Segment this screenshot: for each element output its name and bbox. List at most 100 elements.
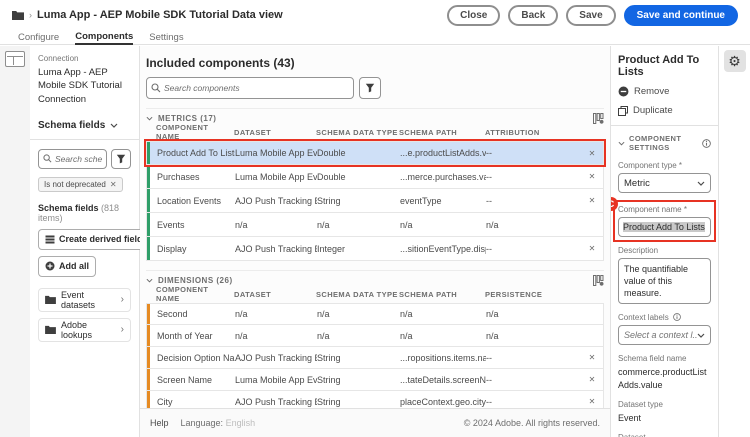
column-settings-icon[interactable] xyxy=(593,274,604,286)
connection-label: Connection xyxy=(38,54,79,63)
sidebar-item-adobe-lookups[interactable]: Adobe lookups › xyxy=(38,317,131,342)
remove-component-icon[interactable]: ✕ xyxy=(588,353,596,362)
included-components-title: Included components (43) xyxy=(146,56,295,70)
cell-type: String xyxy=(317,352,341,363)
plus-circle-icon xyxy=(45,261,55,271)
component-name-input[interactable]: Product Add To Lists xyxy=(618,217,711,237)
info-icon xyxy=(673,313,681,322)
cell-dataset: AJO Push Tracking Expe... xyxy=(235,243,317,254)
schema-filter-button[interactable] xyxy=(111,148,131,169)
add-all-button[interactable]: Add all xyxy=(38,255,97,277)
cell-last: -- xyxy=(486,396,492,407)
metrics-section: METRICS (17) COMPONENT NAME DATASET SCHE… xyxy=(144,108,606,261)
field-label: Dataset xyxy=(618,433,711,437)
cell-type: Integer xyxy=(317,243,346,254)
cell-dataset: n/a xyxy=(235,219,248,230)
cell-type: n/a xyxy=(317,309,330,319)
cell-name: Screen Name xyxy=(157,374,213,385)
gear-icon[interactable]: ⚙ xyxy=(723,50,746,72)
remove-tag-icon[interactable]: ✕ xyxy=(109,179,117,189)
table-row[interactable]: Second n/a n/a n/a n/a xyxy=(146,303,604,325)
chevron-right-icon: › xyxy=(120,294,124,306)
right-rail: ⚙ xyxy=(718,46,750,437)
tab-configure[interactable]: Configure xyxy=(18,32,60,43)
metrics-table-header: COMPONENT NAME DATASET SCHEMA DATA TYPE … xyxy=(156,123,540,141)
cell-name: Events xyxy=(157,219,185,230)
save-and-continue-button[interactable]: Save and continue xyxy=(623,4,738,26)
duplicate-button[interactable]: Duplicate xyxy=(618,105,711,116)
table-row[interactable]: Month of Year n/a n/a n/a n/a xyxy=(146,325,604,347)
close-button[interactable]: Close xyxy=(447,4,501,26)
components-search-input[interactable]: Search components xyxy=(146,77,354,99)
cell-type: Double xyxy=(317,171,346,182)
component-type-select[interactable]: Metric xyxy=(618,173,711,193)
cell-last: -- xyxy=(486,243,492,254)
create-derived-field-button[interactable]: Create derived field xyxy=(38,228,150,250)
chevron-down-icon xyxy=(146,116,153,121)
remove-component-icon[interactable]: ✕ xyxy=(588,196,596,205)
field-value: commerce.productListAdds.value xyxy=(618,367,707,390)
cell-path: ...tateDetails.screenName xyxy=(400,374,486,385)
filter-icon xyxy=(365,83,375,93)
cell-name: Month of Year xyxy=(157,330,213,341)
description-label: Description xyxy=(618,246,659,255)
dimensions-table: Second n/a n/a n/a n/a Month of Year n/a n/a n/a… xyxy=(146,303,604,408)
language-selector[interactable]: Language: English xyxy=(180,418,256,428)
cell-type: String xyxy=(317,195,341,206)
remove-component-icon[interactable]: ✕ xyxy=(588,172,596,181)
remove-button[interactable]: Remove xyxy=(618,86,711,97)
component-settings-section-header[interactable]: COMPONENT SETTINGS xyxy=(618,134,711,152)
metrics-section-header[interactable]: METRICS (17) xyxy=(146,114,216,123)
column-settings-icon[interactable] xyxy=(593,112,604,124)
remove-component-icon[interactable]: ✕ xyxy=(588,375,596,384)
cell-last: n/a xyxy=(486,330,499,341)
divider xyxy=(30,138,139,140)
remove-component-icon[interactable]: ✕ xyxy=(588,397,596,406)
remove-component-icon[interactable]: ✕ xyxy=(588,148,596,158)
components-filter-button[interactable] xyxy=(359,77,381,99)
search-icon xyxy=(151,83,161,93)
folder-icon xyxy=(45,325,56,335)
table-row[interactable]: Decision Option NameAJO Push Tracking Ex… xyxy=(146,347,604,369)
panel-toggle-icon[interactable] xyxy=(5,51,25,67)
schema-search-input[interactable]: Search schema fields xyxy=(38,148,107,169)
table-row[interactable]: Screen Name Luma Mobile App Event...Strin… xyxy=(146,369,604,391)
filter-tag-not-deprecated[interactable]: Is not deprecated ✕ xyxy=(38,176,123,192)
schema-fields-count: Schema fields (818 items) xyxy=(38,202,120,223)
cell-path: n/a xyxy=(400,309,413,319)
cell-path: n/a xyxy=(400,219,413,230)
schema-fields-dropdown[interactable]: Schema fields xyxy=(38,120,131,131)
back-button[interactable]: Back xyxy=(508,4,559,26)
page-title: Luma App - AEP Mobile SDK Tutorial Data … xyxy=(37,9,283,21)
duplicate-icon xyxy=(618,105,628,116)
cell-path: eventType xyxy=(400,195,442,206)
table-row[interactable]: City AJO Push Tracking Expe...String place… xyxy=(146,391,604,408)
search-icon xyxy=(43,154,52,163)
filter-icon xyxy=(116,154,126,164)
cell-name: Product Add To Lists xyxy=(157,148,235,158)
folder-icon xyxy=(12,10,24,20)
remove-component-icon[interactable]: ✕ xyxy=(588,244,596,253)
table-row[interactable]: Events n/a n/a n/a n/a xyxy=(146,213,604,237)
cell-path: ...ropositions.items.name xyxy=(400,352,486,363)
tab-settings[interactable]: Settings xyxy=(149,32,184,43)
table-row[interactable]: Display AJO Push Tracking Expe...Integer.… xyxy=(146,237,604,261)
table-row[interactable]: Purchases Luma Mobile App Event...Double.… xyxy=(146,165,604,189)
copyright-text: © 2024 Adobe. All rights reserved. xyxy=(463,418,600,428)
table-row[interactable]: Location Events AJO Push Tracking Expe...… xyxy=(146,189,604,213)
help-link[interactable]: Help xyxy=(150,418,169,428)
sidebar-item-event-datasets[interactable]: Event datasets › xyxy=(38,287,131,312)
cell-name: Location Events xyxy=(157,195,222,206)
schema-fields-sidebar: Connection Luma App - AEP Mobile SDK Tut… xyxy=(30,46,150,437)
cell-last: n/a xyxy=(486,309,499,319)
left-rail xyxy=(0,46,30,437)
save-button[interactable]: Save xyxy=(566,4,616,26)
tab-components[interactable]: Components xyxy=(75,30,134,45)
description-textarea[interactable]: The quantifiable value of this measure. xyxy=(618,258,711,305)
cell-last: n/a xyxy=(486,219,499,230)
cell-last: -- xyxy=(486,352,492,363)
cell-path: ...e.productListAdds.value xyxy=(400,148,486,158)
dimensions-section-header[interactable]: DIMENSIONS (26) xyxy=(146,276,233,285)
context-labels-select[interactable]: Select a context l... xyxy=(618,325,711,346)
